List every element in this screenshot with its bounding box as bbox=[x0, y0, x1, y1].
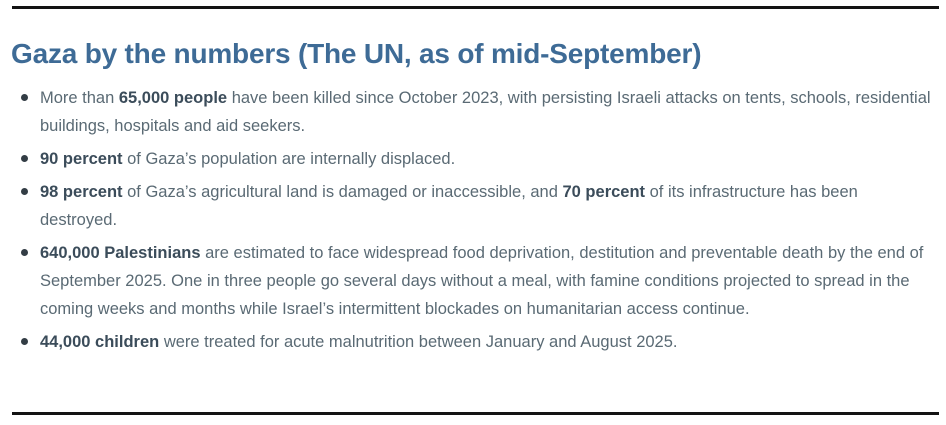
stat-text: are estimated to face widespread food de… bbox=[40, 244, 924, 318]
stat-text: have been killed since October 2023, wit… bbox=[40, 89, 931, 135]
bullet-icon bbox=[21, 188, 28, 195]
bullet-list: More than 65,000 people have been killed… bbox=[12, 84, 938, 356]
article-section: Gaza by the numbers (The UN, as of mid-S… bbox=[11, 38, 938, 356]
stat-highlight: 44,000 children bbox=[40, 333, 160, 351]
list-item-text: 90 percent of Gaza’s population are inte… bbox=[40, 145, 938, 173]
stat-text: of Gaza’s agricultural land is damaged o… bbox=[122, 183, 563, 201]
stat-text: of its infrastructure has been destroyed… bbox=[40, 183, 858, 229]
stat-highlight: 98 percent bbox=[40, 183, 123, 201]
bottom-divider bbox=[12, 412, 939, 415]
list-item: More than 65,000 people have been killed… bbox=[12, 84, 938, 140]
list-item: 90 percent of Gaza’s population are inte… bbox=[12, 145, 938, 173]
bullet-icon bbox=[21, 338, 28, 345]
stat-text: More than bbox=[40, 89, 119, 107]
stat-highlight: 70 percent bbox=[562, 183, 646, 201]
bullet-icon bbox=[21, 155, 28, 162]
bullet-icon bbox=[21, 249, 28, 256]
bullet-icon bbox=[21, 94, 28, 101]
stat-highlight: 90 percent bbox=[40, 150, 123, 168]
list-item-text: 98 percent of Gaza’s agricultural land i… bbox=[40, 178, 938, 234]
stat-text: of Gaza’s population are internally disp… bbox=[122, 150, 456, 168]
stat-highlight: 640,000 Palestinians bbox=[40, 244, 201, 262]
list-item: 98 percent of Gaza’s agricultural land i… bbox=[12, 178, 938, 234]
stat-text: were treated for acute malnutrition betw… bbox=[159, 333, 678, 351]
list-item: 640,000 Palestinians are estimated to fa… bbox=[12, 239, 938, 323]
list-item-text: More than 65,000 people have been killed… bbox=[40, 84, 938, 140]
list-item-text: 44,000 children were treated for acute m… bbox=[40, 328, 938, 356]
stat-highlight: 65,000 people bbox=[118, 89, 228, 107]
list-item-text: 640,000 Palestinians are estimated to fa… bbox=[40, 239, 938, 323]
top-divider bbox=[12, 6, 939, 9]
section-title: Gaza by the numbers (The UN, as of mid-S… bbox=[11, 38, 702, 69]
list-item: 44,000 children were treated for acute m… bbox=[12, 328, 938, 356]
